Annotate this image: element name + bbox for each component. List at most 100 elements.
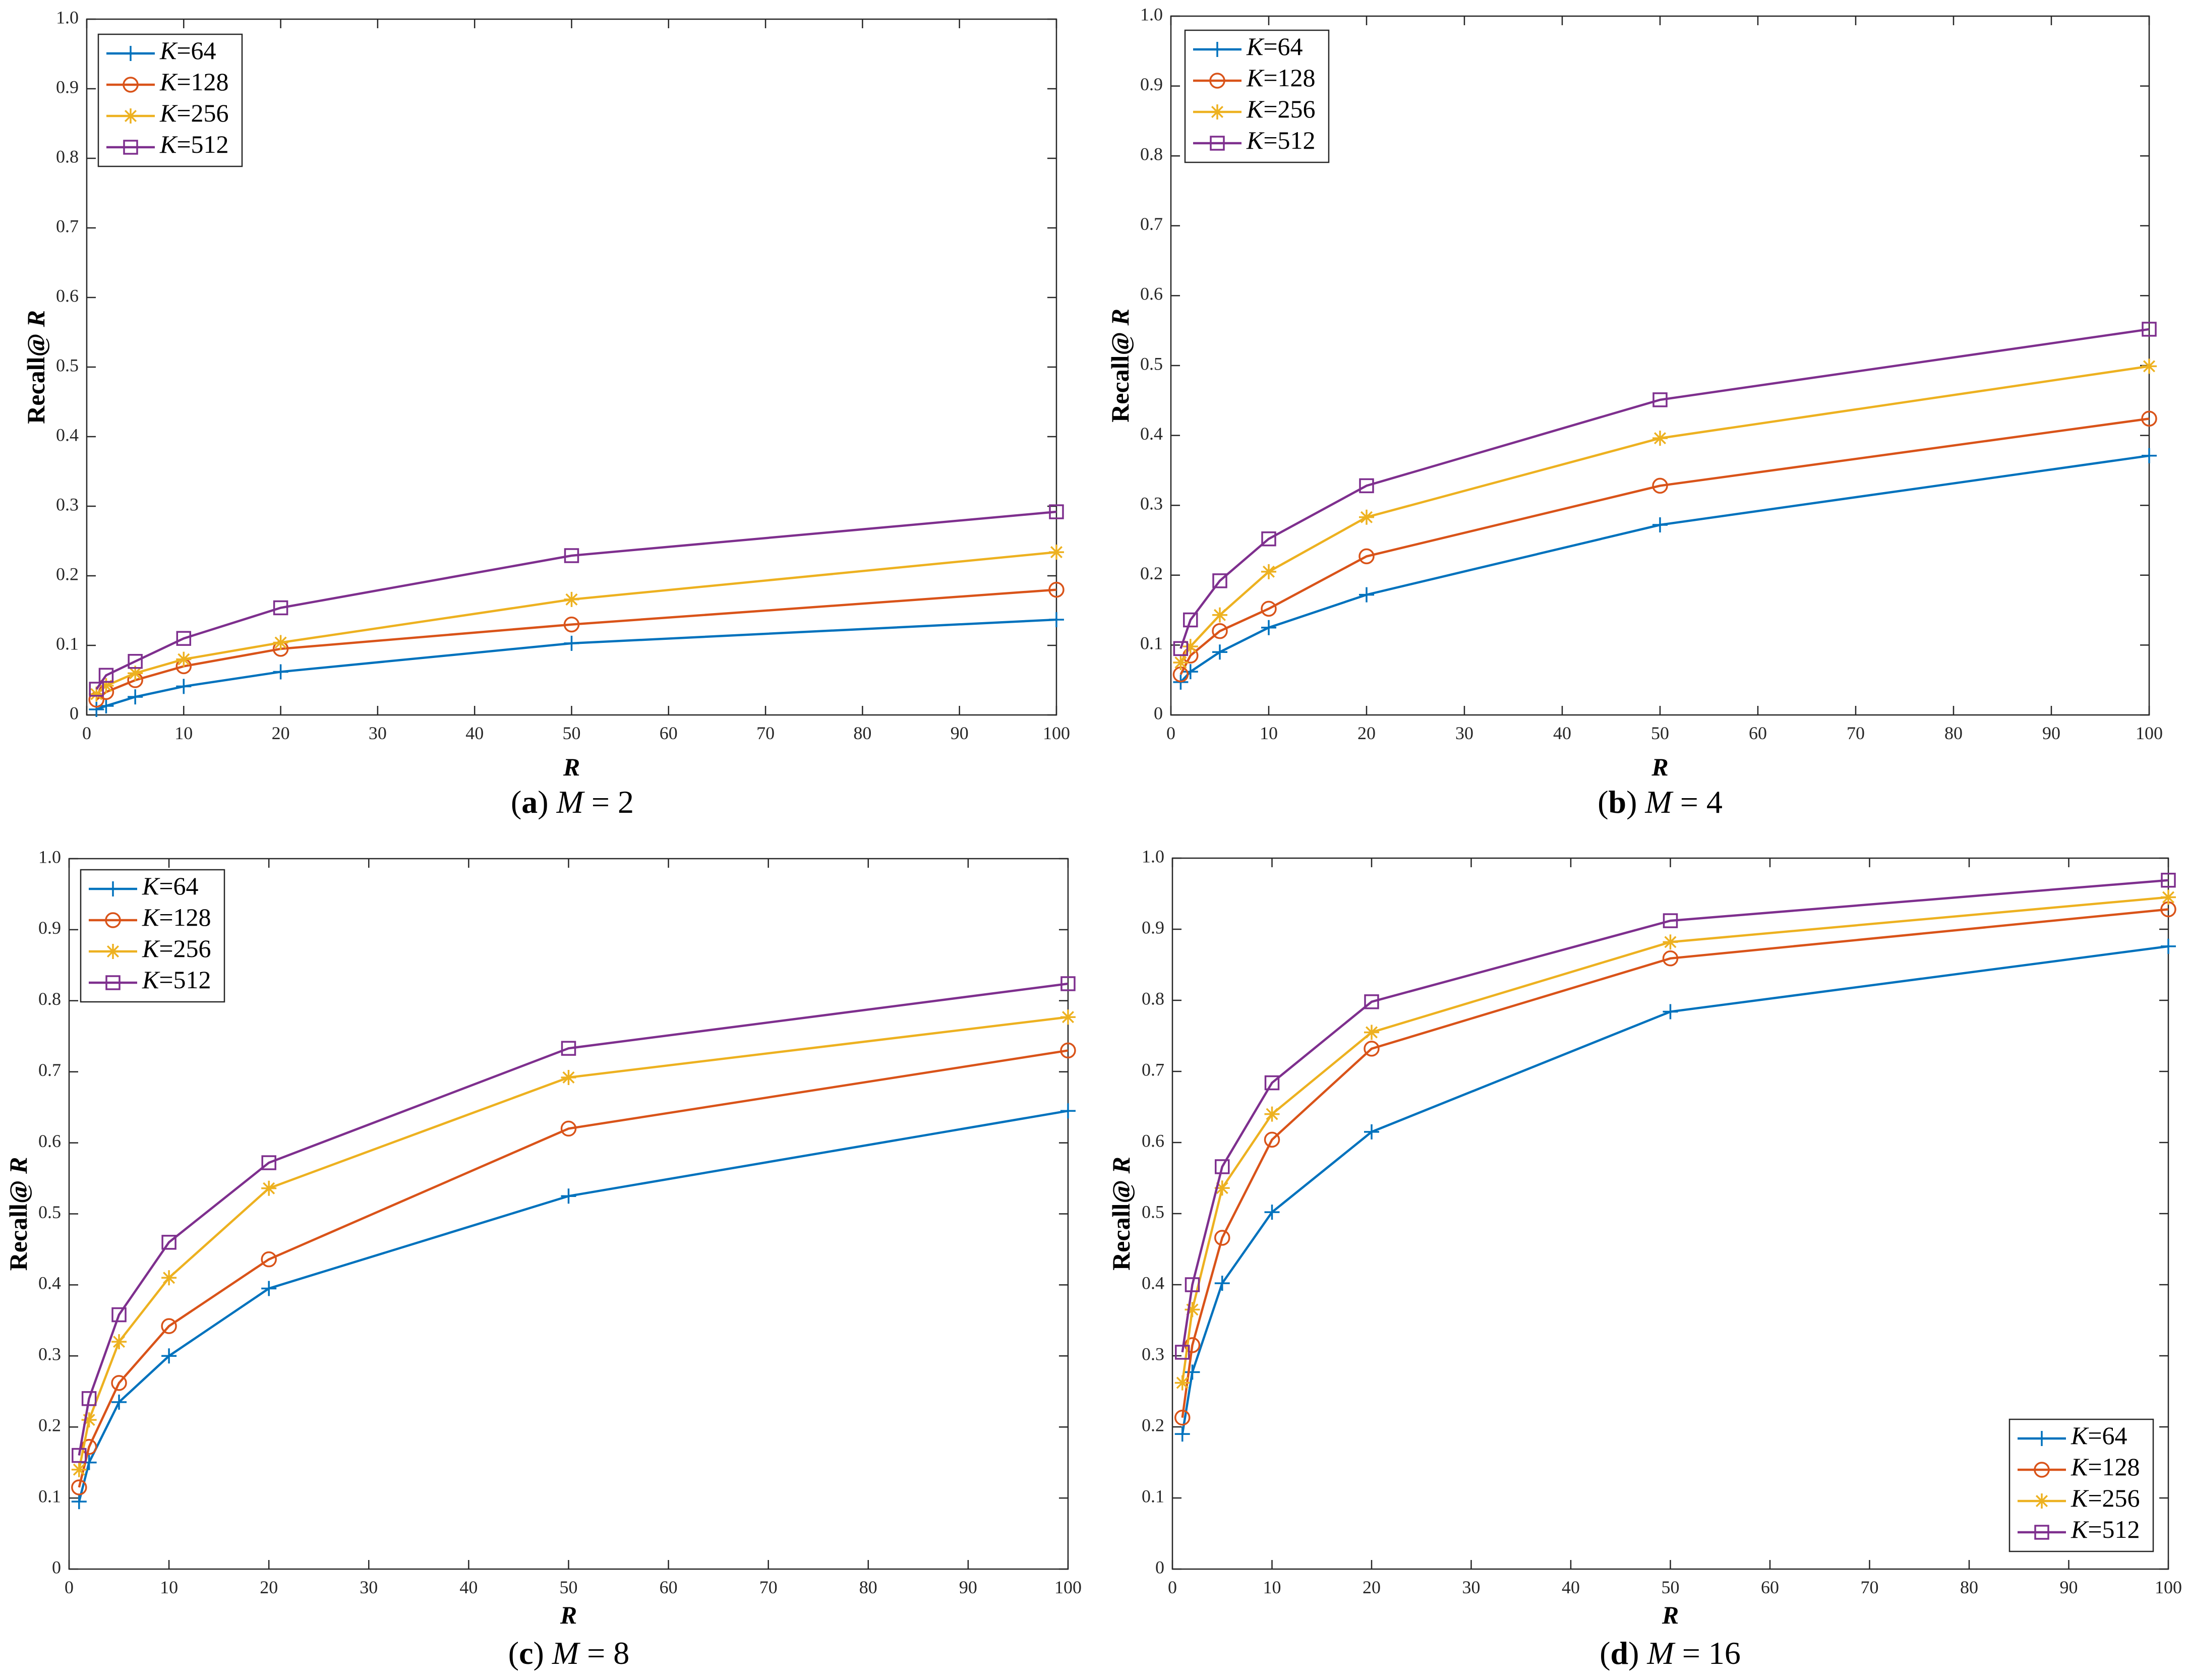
y-tick-label: 0.9	[1140, 74, 1163, 94]
data-point	[561, 1069, 576, 1085]
data-point	[564, 591, 579, 607]
data-point	[1364, 1041, 1380, 1057]
y-tick-label: 1.0	[1142, 846, 1164, 866]
data-point	[111, 1375, 127, 1391]
legend-label: K=256	[1246, 95, 1316, 123]
y-tick-label: 0.7	[56, 216, 79, 236]
legend-marker	[123, 140, 138, 155]
legend: K=64 K=128 K=256 K=512	[2008, 1418, 2154, 1552]
data-point	[1174, 1375, 1190, 1391]
series-line	[1181, 879, 2169, 1353]
y-tick-label: 0.1	[38, 1486, 61, 1506]
data-point	[1048, 581, 1065, 598]
x-tick-label: 20	[1363, 1577, 1381, 1597]
series-K=512	[1173, 322, 2157, 656]
series-line	[78, 1049, 1069, 1488]
x-tick-label: 30	[369, 723, 387, 743]
data-point	[161, 1235, 176, 1250]
y-tick-label: 0.2	[38, 1415, 61, 1435]
x-tick-label: 80	[1960, 1577, 1978, 1597]
data-point	[81, 1391, 97, 1406]
legend-label: K=64	[2071, 1421, 2127, 1450]
legend-box	[1184, 29, 1330, 163]
legend: K=64 K=128 K=256 K=512	[1184, 29, 1330, 163]
subplot-caption: (a) M = 2	[511, 784, 634, 820]
y-tick-label: 1.0	[1140, 4, 1163, 24]
legend-label: K=128	[1246, 64, 1316, 92]
data-point	[111, 1394, 127, 1410]
x-tick-label: 90	[951, 723, 969, 743]
y-tick-label: 0.1	[1142, 1486, 1164, 1506]
data-point	[1049, 545, 1064, 560]
data-point	[261, 1281, 277, 1296]
y-tick-label: 0.6	[1140, 284, 1163, 304]
data-point	[71, 1479, 87, 1495]
y-tick-label: 0.3	[1140, 493, 1163, 513]
series-K=256	[89, 545, 1064, 702]
x-tick-label: 0	[1166, 723, 1175, 743]
data-point	[1652, 431, 1668, 446]
data-point	[1261, 564, 1276, 579]
legend-marker	[105, 881, 121, 896]
x-tick-label: 50	[1651, 723, 1669, 743]
data-point	[261, 1251, 277, 1268]
series-K=128	[1172, 410, 2157, 683]
x-tick-label: 20	[1357, 723, 1376, 743]
x-tick-label: 10	[160, 1577, 178, 1597]
y-axis-label: Recall@ R	[22, 310, 50, 424]
x-tick-label: 30	[1455, 723, 1473, 743]
x-tick-label: 80	[1944, 723, 1963, 743]
data-point	[273, 600, 288, 616]
series-K=256	[1174, 889, 2176, 1391]
data-point	[128, 666, 143, 681]
data-point	[561, 1188, 576, 1204]
series-line	[1179, 417, 2150, 675]
legend-marker	[105, 912, 121, 928]
y-tick-label: 0	[1154, 703, 1163, 723]
data-point	[1214, 1276, 1230, 1291]
data-point	[2142, 358, 2157, 374]
data-point	[161, 1348, 177, 1364]
x-tick-label: 20	[272, 723, 290, 743]
data-point	[1060, 976, 1076, 991]
data-point	[1261, 531, 1276, 547]
y-tick-label: 0.5	[1142, 1202, 1164, 1222]
data-point	[2142, 322, 2157, 337]
y-tick-label: 1.0	[56, 7, 79, 27]
data-point	[273, 635, 288, 650]
series-K=512	[1175, 872, 2176, 1360]
y-axis-label: Recall@ R	[1107, 1157, 1135, 1271]
series-line	[1181, 908, 2169, 1418]
y-tick-label: 0.6	[38, 1131, 61, 1151]
y-tick-label: 0.9	[56, 77, 79, 97]
data-point	[176, 679, 192, 694]
x-tick-label: 0	[65, 1577, 74, 1597]
plot-area	[1171, 857, 2169, 1570]
legend-box	[80, 869, 225, 1003]
x-tick-label: 10	[1260, 723, 1278, 743]
x-tick-label: 100	[1043, 723, 1070, 743]
data-point	[1185, 1364, 1200, 1380]
data-point	[1264, 1075, 1280, 1091]
series-K=512	[72, 976, 1076, 1463]
y-tick-label: 0.6	[56, 285, 79, 306]
x-tick-label: 30	[1462, 1577, 1481, 1597]
x-tick-label: 30	[360, 1577, 378, 1597]
subplot-d: 0 10 20 30 40 50 60 70 80 90 100 0 0.1 0.2 0.3 0.4 0.5 0.…	[1107, 846, 2182, 1671]
data-point	[98, 668, 114, 683]
data-point	[1261, 601, 1277, 617]
data-point	[2161, 889, 2176, 905]
data-point	[1174, 1426, 1190, 1442]
data-point	[1214, 1230, 1230, 1246]
data-point	[176, 631, 192, 646]
legend-label: K=128	[142, 903, 211, 931]
legend-label: K=64	[142, 872, 199, 900]
plot-area	[68, 858, 1069, 1570]
data-point	[2161, 938, 2176, 954]
x-tick-label: 100	[2155, 1577, 2182, 1597]
data-point	[561, 1041, 576, 1056]
y-tick-label: 0.6	[1142, 1130, 1164, 1151]
data-point	[261, 1180, 277, 1196]
x-tick-label: 70	[756, 723, 775, 743]
